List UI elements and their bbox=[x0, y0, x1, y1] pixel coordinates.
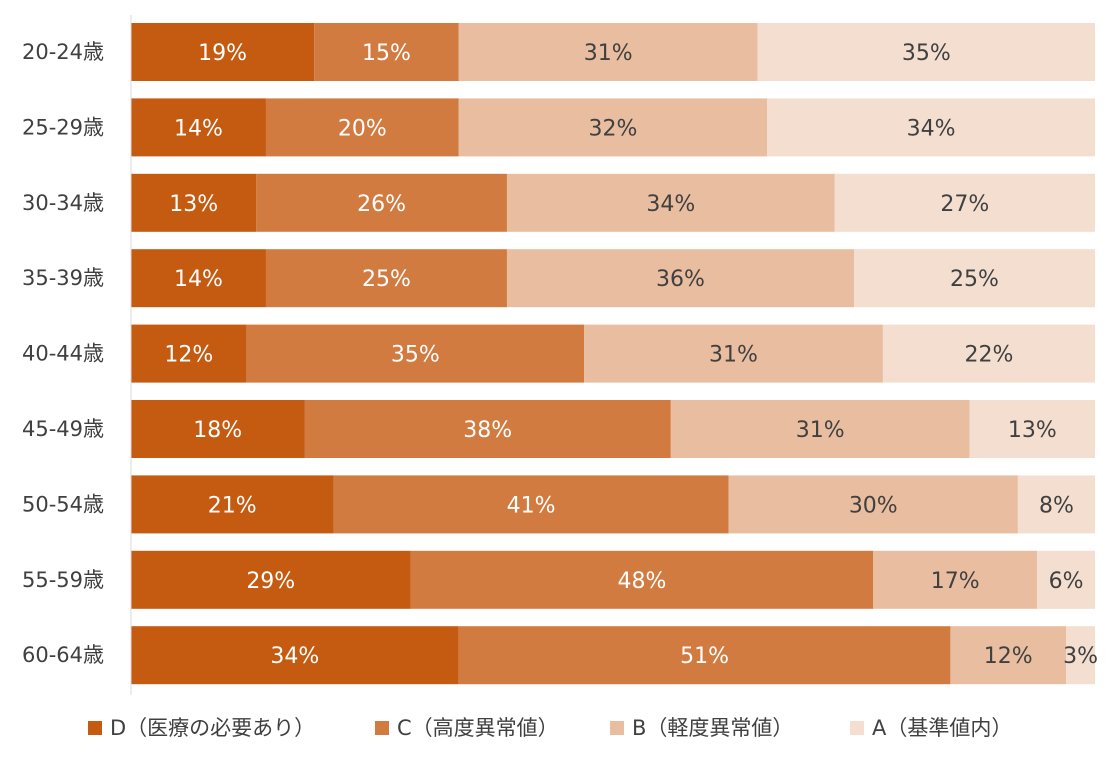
bar-segment bbox=[1017, 475, 1095, 534]
bar-segment bbox=[767, 98, 1095, 157]
data-label: 26% bbox=[357, 192, 406, 217]
data-label: 22% bbox=[965, 343, 1014, 368]
data-label: 29% bbox=[246, 569, 295, 594]
data-label: 15% bbox=[362, 41, 411, 66]
category-labels: 20-24歳 25-29歳 30-34歳 35-39歳 40-44歳 45-49歳 50-5… bbox=[22, 40, 104, 667]
data-label: 12% bbox=[164, 343, 213, 368]
bar-segment bbox=[131, 173, 257, 232]
bar-segment bbox=[670, 400, 970, 458]
bar-segment bbox=[458, 98, 768, 157]
bar-segment bbox=[506, 249, 854, 308]
bar-segment bbox=[131, 249, 266, 308]
bar-segment bbox=[131, 475, 334, 534]
data-label: 13% bbox=[1008, 418, 1057, 443]
data-label: 31% bbox=[584, 41, 633, 66]
data-label: 18% bbox=[193, 418, 242, 443]
bar-segment bbox=[131, 626, 459, 685]
data-label: 20% bbox=[338, 116, 387, 141]
category-label: 55-59歳 bbox=[22, 568, 104, 592]
data-label: 34% bbox=[907, 116, 956, 141]
data-label: 32% bbox=[589, 116, 638, 141]
category-label: 45-49歳 bbox=[22, 417, 104, 441]
bar-segment bbox=[246, 324, 585, 383]
data-label: 35% bbox=[391, 343, 440, 368]
data-label: 48% bbox=[617, 569, 666, 594]
legend-swatch bbox=[610, 721, 624, 735]
category-label: 50-54歳 bbox=[22, 492, 104, 516]
data-label: 41% bbox=[507, 493, 556, 518]
legend-swatch bbox=[88, 721, 102, 735]
legend-label: B（軽度異常値） bbox=[632, 716, 793, 740]
data-label: 6% bbox=[1049, 569, 1084, 594]
data-label: 17% bbox=[931, 569, 980, 594]
bar-segment bbox=[873, 550, 1038, 609]
bar-segment bbox=[854, 249, 1095, 308]
data-label: 38% bbox=[463, 418, 512, 443]
bar-segment bbox=[950, 626, 1067, 685]
data-label: 12% bbox=[984, 644, 1033, 669]
category-label: 25-29歳 bbox=[22, 115, 104, 139]
bar-segment bbox=[969, 400, 1095, 458]
data-label: 3% bbox=[1063, 644, 1098, 669]
data-label: 8% bbox=[1039, 493, 1074, 518]
data-label: 25% bbox=[950, 267, 999, 292]
bar-segment bbox=[882, 324, 1095, 383]
legend-label: C（高度異常値） bbox=[397, 716, 559, 740]
legend: D（医療の必要あり） C（高度異常値） B（軽度異常値） A（基準値内） bbox=[88, 716, 1012, 740]
bar-segment bbox=[1037, 550, 1095, 609]
bar-segment bbox=[265, 98, 459, 157]
bar-segment bbox=[757, 23, 1095, 81]
bar-segment bbox=[256, 173, 507, 232]
category-label: 40-44歳 bbox=[22, 342, 104, 366]
legend-label: A（基準値内） bbox=[872, 716, 1012, 740]
category-label: 30-34歳 bbox=[22, 191, 104, 215]
bar-segment bbox=[314, 23, 459, 81]
bars: 19% 15% 31% 35% 14% 20% 32% 34% 13% 26% 34% 27% 14% 2… bbox=[131, 23, 1098, 685]
legend-label: D（医療の必要あり） bbox=[110, 716, 315, 740]
bar-segment bbox=[584, 324, 883, 383]
category-label: 20-24歳 bbox=[22, 40, 104, 64]
bar-segment bbox=[265, 249, 507, 308]
bar-segment bbox=[506, 173, 835, 232]
bar-segment bbox=[304, 400, 671, 458]
bar-segment bbox=[458, 626, 951, 685]
bar-segment bbox=[1066, 626, 1095, 685]
category-label: 60-64歳 bbox=[22, 643, 104, 667]
data-label: 35% bbox=[902, 41, 951, 66]
bar-segment bbox=[131, 400, 305, 458]
data-label: 27% bbox=[940, 192, 989, 217]
category-label: 35-39歳 bbox=[22, 266, 104, 290]
bar-segment bbox=[410, 550, 874, 609]
bar-segment bbox=[834, 173, 1095, 232]
data-label: 34% bbox=[646, 192, 695, 217]
data-label: 19% bbox=[198, 41, 247, 66]
bar-segment bbox=[728, 475, 1018, 534]
data-label: 36% bbox=[656, 267, 705, 292]
bar-segment bbox=[131, 23, 315, 81]
data-label: 31% bbox=[796, 418, 845, 443]
legend-swatch bbox=[850, 721, 864, 735]
data-label: 34% bbox=[270, 644, 319, 669]
data-label: 25% bbox=[362, 267, 411, 292]
bar-segment bbox=[131, 550, 411, 609]
legend-swatch bbox=[375, 721, 389, 735]
data-label: 51% bbox=[680, 644, 729, 669]
bar-segment bbox=[131, 98, 266, 157]
bar-segment bbox=[458, 23, 758, 81]
bar-segment bbox=[131, 324, 247, 383]
data-label: 14% bbox=[174, 267, 223, 292]
bar-segment bbox=[333, 475, 729, 534]
data-label: 31% bbox=[709, 343, 758, 368]
data-label: 14% bbox=[174, 116, 223, 141]
data-label: 13% bbox=[169, 192, 218, 217]
data-label: 21% bbox=[208, 493, 257, 518]
data-label: 30% bbox=[849, 493, 898, 518]
